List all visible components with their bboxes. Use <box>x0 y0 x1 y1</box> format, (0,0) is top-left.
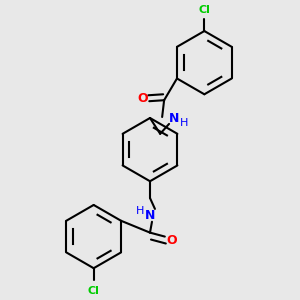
Text: N: N <box>145 209 155 222</box>
Text: H: H <box>136 206 144 216</box>
Text: O: O <box>167 234 177 247</box>
Text: Cl: Cl <box>198 5 210 15</box>
Text: H: H <box>180 118 188 128</box>
Text: N: N <box>169 112 179 125</box>
Text: O: O <box>137 92 148 105</box>
Text: Cl: Cl <box>88 286 100 296</box>
